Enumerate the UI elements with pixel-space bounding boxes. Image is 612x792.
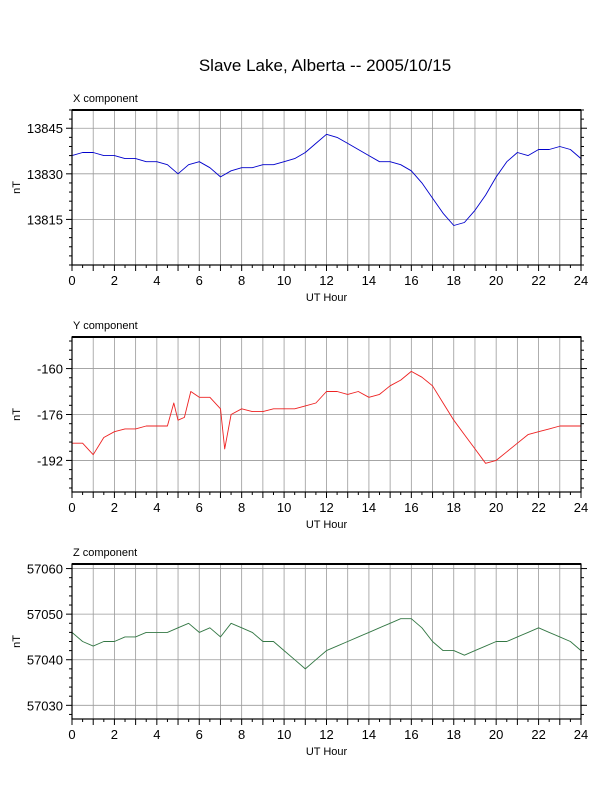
x-tick-label: 2 — [111, 727, 118, 742]
y-tick-label: 57050 — [27, 607, 63, 622]
x-tick-label: 4 — [153, 500, 160, 515]
x-tick-label: 20 — [489, 273, 503, 288]
x-tick-label: 16 — [404, 500, 418, 515]
y-tick-label: -176 — [37, 408, 63, 423]
x-tick-label: 8 — [238, 500, 245, 515]
x-tick-label: 14 — [362, 500, 376, 515]
x-tick-label: 6 — [196, 727, 203, 742]
x-tick-label: 2 — [111, 273, 118, 288]
x-tick-label: 12 — [319, 727, 333, 742]
x-tick-label: 10 — [277, 500, 291, 515]
y-tick-label: 13830 — [27, 167, 63, 182]
x-tick-label: 16 — [404, 727, 418, 742]
x-tick-label: 4 — [153, 727, 160, 742]
x-tick-label: 6 — [196, 273, 203, 288]
x-tick-label: 10 — [277, 727, 291, 742]
y-axis-label: nT — [11, 181, 23, 194]
x-tick-label: 14 — [362, 727, 376, 742]
y-axis-label: nT — [11, 635, 23, 648]
x-tick-label: 12 — [319, 500, 333, 515]
x-tick-label: 24 — [574, 727, 588, 742]
x-tick-label: 22 — [531, 727, 545, 742]
x-tick-label: 0 — [68, 727, 75, 742]
series-line — [71, 618, 582, 670]
y-tick-label: 57060 — [27, 562, 63, 577]
series-line — [72, 370, 581, 464]
x-tick-label: 10 — [277, 273, 291, 288]
x-tick-label: 6 — [196, 500, 203, 515]
x-tick-label: 4 — [153, 273, 160, 288]
y-tick-label: -192 — [37, 453, 63, 468]
x-tick-label: 0 — [68, 273, 75, 288]
y-tick-label: 13815 — [27, 212, 63, 227]
x-axis-label: UT Hour — [306, 746, 348, 758]
series-line — [71, 133, 582, 226]
x-tick-label: 24 — [574, 273, 588, 288]
x-tick-label: 18 — [447, 500, 461, 515]
x-tick-label: 2 — [111, 500, 118, 515]
x-tick-label: 20 — [489, 727, 503, 742]
x-tick-label: 8 — [238, 273, 245, 288]
x-tick-label: 22 — [531, 500, 545, 515]
x-axis-label: UT Hour — [306, 519, 348, 531]
panel-2: 0 2 4 6 8 10 12 14 16 18 20 22 245703057040570505706… — [11, 547, 588, 758]
x-tick-label: 8 — [238, 727, 245, 742]
x-tick-label: 14 — [362, 273, 376, 288]
x-tick-label: 20 — [489, 500, 503, 515]
y-tick-label: 13845 — [27, 121, 63, 136]
panel-title: X component — [73, 93, 138, 105]
x-axis-label: UT Hour — [306, 292, 348, 304]
x-tick-label: 18 — [447, 273, 461, 288]
panel-title: Z component — [73, 547, 137, 559]
chart-title: Slave Lake, Alberta -- 2005/10/15 — [198, 56, 452, 75]
x-tick-label: 18 — [447, 727, 461, 742]
x-tick-label: 24 — [574, 500, 588, 515]
panel-title: Y component — [73, 320, 138, 332]
x-tick-label: 12 — [319, 273, 333, 288]
y-tick-label: 57030 — [27, 698, 63, 713]
y-tick-label: -160 — [37, 362, 63, 377]
x-tick-label: 22 — [531, 273, 545, 288]
x-tick-label: 0 — [68, 500, 75, 515]
y-axis-label: nT — [11, 408, 23, 421]
x-tick-label: 16 — [404, 273, 418, 288]
y-tick-label: 57040 — [27, 653, 63, 668]
